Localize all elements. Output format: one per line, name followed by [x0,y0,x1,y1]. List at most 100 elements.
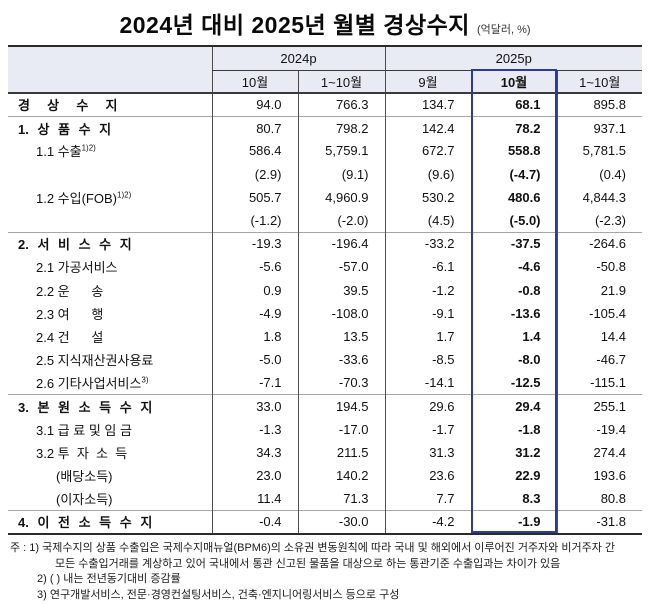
value-cell: -1.2 [384,278,471,302]
value-cell: 255.1 [556,393,642,418]
row-label-cell [8,209,212,232]
table-row: 2.1 가공서비스 -5.6 -57.0 -6.1 -4.6 -50.8 [8,255,642,279]
value-cell: -1.9 [470,509,557,534]
value-cell: 31.2 [470,440,557,464]
value-cell: 558.8 [470,139,557,163]
row-label: 4. 이 전 소 득 수 지 [18,515,153,531]
value-cell: 274.4 [556,440,642,464]
table-row: 4. 이 전 소 득 수 지 -0.4 -30.0 -4.2 -1.9 -31.8 [8,509,642,534]
value-cell: -31.8 [556,509,642,534]
footnote-line-2: 모든 수출입거래를 계상하고 있어 국내에서 통관 신고된 물품을 대상으로 하… [55,557,561,570]
value-cell: (-2.0) [297,208,385,233]
value-cell: (9.6) [384,162,471,186]
table-row: 2.6 기타사업서비스3) -7.1 -70.3 -14.1 -12.5 -115.1 [8,371,642,395]
row-label-cell: 1. 상 품 수 지 [8,115,212,140]
value-cell: 23.6 [384,464,471,488]
table-row: (배당소득) 23.0 140.2 23.6 22.9 193.6 [8,464,642,488]
value-cell: (-1.2) [211,208,298,233]
value-cell: (0.4) [556,162,642,186]
value-cell: -19.4 [556,417,642,441]
row-label-cell: (배당소득) [8,464,212,487]
value-cell: 142.4 [384,115,471,140]
value-cell: -7.1 [211,371,298,395]
value-cell: -5.6 [211,255,298,279]
value-cell: -17.0 [297,417,385,441]
row-label-cell: 3.2 투 자 소 득 [8,441,212,464]
value-cell: -12.5 [470,371,557,395]
footnote-line-1: 주 : 1) 국제수지의 상품 수출입은 국제수지매뉴얼(BPM6)의 소유권 … [10,542,616,554]
value-cell: -4.9 [211,301,298,325]
value-cell: -33.2 [384,231,471,256]
row-label: 2.3 여 행 [36,306,104,322]
value-cell: 211.5 [297,440,385,464]
value-cell: 672.7 [384,139,471,163]
current-account-table: 2024p 2025p 10월 1~10월 9월 10월 1~10월 경 상 수… [8,45,642,535]
year-header-row: 2024p 2025p [8,46,642,94]
table-row: 2.3 여 행 -4.9 -108.0 -9.1 -13.6 -105.4 [8,301,642,325]
value-cell: (-5.0) [470,208,557,233]
value-cell: 140.2 [297,464,385,488]
table-row: 1.1 수출1)2) 586.4 5,759.1 672.7 558.8 5,781.5 [8,139,642,163]
row-label: 2.4 건 설 [36,329,104,345]
value-cell: -6.1 [384,255,471,279]
value-cell: 505.7 [211,185,298,209]
value-cell: 94.0 [211,93,298,117]
table-row: (이자소득) 11.4 71.3 7.7 8.3 80.8 [8,487,642,511]
table-row: 2.2 운 송 0.9 39.5 -1.2 -0.8 21.9 [8,278,642,302]
table-row: (-1.2) (-2.0) (4.5) (-5.0) (-2.3) [8,208,642,233]
value-cell: 14.4 [556,324,642,349]
row-label-cell: (이자소득) [8,487,212,510]
table-row: 1.2 수입(FOB)1)2) 505.7 4,960.9 530.2 480.6 4,8… [8,185,642,209]
row-label-cell: 2.2 운 송 [8,279,212,302]
table-row: 2. 서 비 스 수 지 -19.3 -196.4 -33.2 -37.5 -264.6 [8,231,642,256]
row-label: 3. 본 원 소 득 수 지 [18,399,153,415]
unit-note: (억달러, %) [476,24,531,36]
value-cell: 4,844.3 [556,185,642,209]
row-label: (배당소득) [56,469,113,485]
value-cell: 480.6 [470,185,557,209]
row-label-cell: 2.6 기타사업서비스3) [8,371,212,394]
row-label: 경 상 수 지 [18,98,118,114]
row-label-cell: 2.5 지식재산권사용료 [8,348,212,371]
value-cell: 31.3 [384,440,471,464]
value-cell: 1.4 [470,324,557,349]
row-label: 3.1 급 료 및 임 금 [36,422,132,438]
value-cell: 11.4 [211,487,298,511]
row-label: 2.2 운 송 [36,283,104,299]
table-row: 1. 상 품 수 지 80.7 798.2 142.4 78.2 937.1 [8,115,642,140]
row-label-cell: 2.1 가공서비스 [8,255,212,278]
table-row: 3.1 급 료 및 임 금 -1.3 -17.0 -1.7 -1.8 -19.4 [8,417,642,441]
row-label-cell: 경 상 수 지 [8,93,212,116]
value-cell: 4,960.9 [297,185,385,209]
value-cell: -13.6 [470,301,557,325]
row-label: 2.5 지식재산권사용료 [36,353,154,369]
footnote-line-4: 3) 연구개발서비스, 전문·경영컨설팅서비스, 건축·엔지니어링서비스 등으로… [37,588,400,601]
row-label-cell: 2. 서 비 스 수 지 [8,231,212,256]
value-cell: 5,759.1 [297,139,385,163]
value-cell: -4.2 [384,509,471,534]
value-cell: -1.3 [211,417,298,441]
page-title: 2024년 대비 2025년 월별 경상수지 [119,12,470,38]
row-label: 1.1 수출 [36,144,82,160]
value-cell: 895.8 [556,93,642,117]
footnote-line-3: 2) ( ) 내는 전년동기대비 증감률 [37,573,181,585]
row-label: 1.2 수입(FOB) [36,190,117,206]
value-cell: -14.1 [384,371,471,395]
table-row: 경 상 수 지 94.0 766.3 134.7 68.1 895.8 [8,93,642,117]
value-cell: -0.8 [470,278,557,302]
value-cell: -108.0 [297,301,385,325]
value-cell: 194.5 [297,393,385,418]
value-cell: -196.4 [297,231,385,256]
value-cell: -9.1 [384,301,471,325]
value-cell: 13.5 [297,324,385,349]
value-cell: 0.9 [211,278,298,302]
footnotes: 주 : 1) 국제수지의 상품 수출입은 국제수지매뉴얼(BPM6)의 소유권 … [10,541,648,603]
value-cell: (2.9) [211,162,298,186]
value-cell: -8.5 [384,348,471,372]
table-row: 2.5 지식재산권사용료 -5.0 -33.6 -8.5 -8.0 -46.7 [8,348,642,372]
table-row: 2.4 건 설 1.8 13.5 1.7 1.4 14.4 [8,324,642,349]
month-header-cell: 1~10월 [556,70,642,94]
value-cell: -50.8 [556,255,642,279]
month-header-cell: 1~10월 [297,70,385,94]
